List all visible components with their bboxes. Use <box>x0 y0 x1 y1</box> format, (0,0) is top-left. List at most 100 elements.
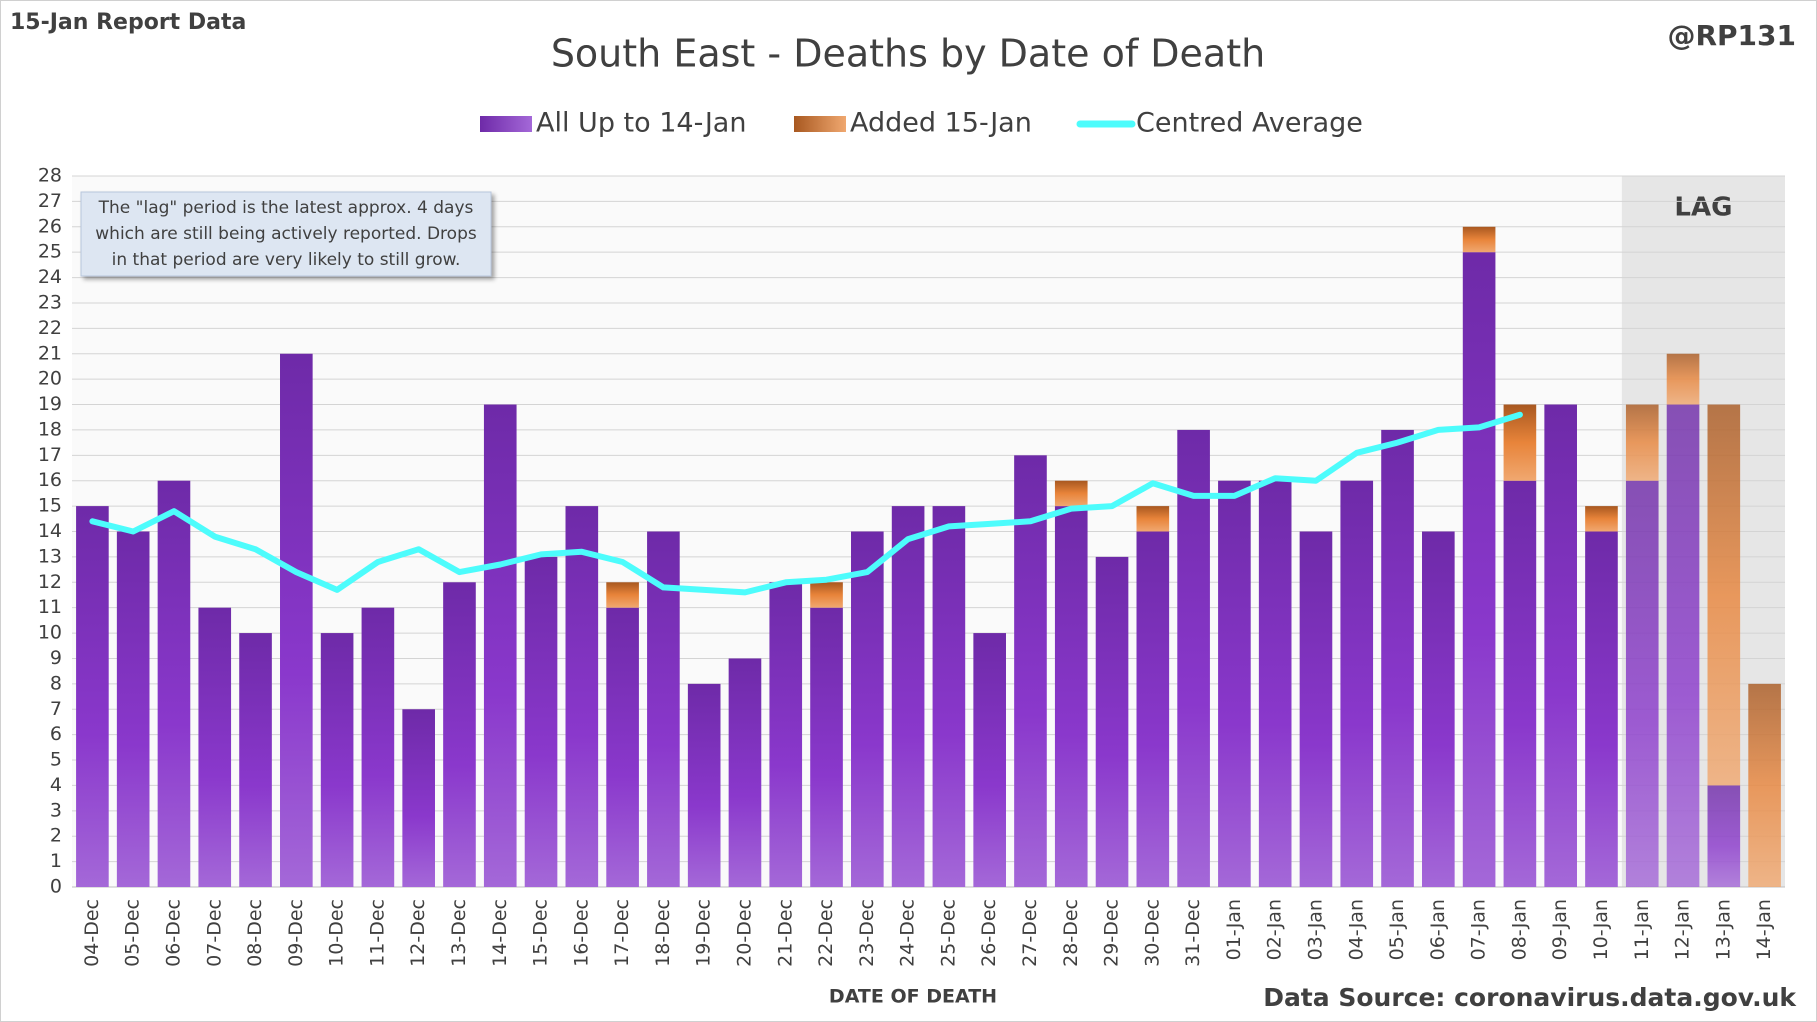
bar <box>198 607 232 887</box>
y-tick-label: 12 <box>38 571 62 593</box>
y-tick-label: 13 <box>38 545 62 567</box>
y-tick-label: 25 <box>38 241 62 263</box>
bar <box>1625 480 1659 887</box>
y-tick-label: 21 <box>38 342 62 364</box>
bar <box>1707 785 1741 887</box>
bar <box>687 683 721 887</box>
x-tick-label: 17-Dec <box>611 899 633 967</box>
x-tick-label: 08-Jan <box>1508 899 1530 960</box>
bar <box>483 404 517 887</box>
bar <box>1748 683 1781 887</box>
annotation-box <box>80 191 492 277</box>
bar <box>851 531 884 887</box>
bar <box>1666 404 1700 887</box>
x-tick-label: 07-Dec <box>203 899 225 967</box>
bar <box>606 607 639 887</box>
legend-label: All Up to 14-Jan <box>536 108 746 139</box>
x-tick-label: 12-Dec <box>407 899 429 967</box>
y-tick-label: 19 <box>38 393 62 415</box>
bar <box>1422 531 1455 887</box>
x-tick-label: 11-Dec <box>366 899 388 967</box>
y-tick-label: 8 <box>50 672 62 694</box>
bar <box>116 531 150 887</box>
x-tick-label: 09-Dec <box>285 899 307 967</box>
bar <box>932 506 966 887</box>
y-tick-label: 3 <box>50 799 62 821</box>
x-tick-label: 11-Jan <box>1631 899 1653 960</box>
bar <box>810 582 843 608</box>
bar <box>1503 480 1537 887</box>
y-tick-label: 18 <box>38 418 62 440</box>
y-tick-label: 20 <box>38 368 62 390</box>
bar <box>1218 480 1251 887</box>
x-tick-label: 06-Jan <box>1427 899 1449 960</box>
x-tick-label: 24-Dec <box>897 899 919 967</box>
annotation-line: which are still being actively reported.… <box>95 224 477 244</box>
y-tick-label: 10 <box>38 622 62 644</box>
source: Data Source: coronavirus.data.gov.uk <box>1263 983 1797 1012</box>
bar <box>524 556 558 887</box>
bar <box>157 480 191 887</box>
y-tick-label: 23 <box>38 291 62 313</box>
bar <box>1544 404 1577 887</box>
y-tick-label: 16 <box>38 469 62 491</box>
chart-title: South East - Deaths by Date of Death <box>551 32 1265 76</box>
bar <box>76 506 109 887</box>
bar <box>1707 404 1741 786</box>
legend-swatch <box>794 116 846 132</box>
y-tick-label: 27 <box>38 190 62 212</box>
y-tick-label: 11 <box>38 596 62 618</box>
bar <box>1585 506 1618 532</box>
annotation-line: The "lag" period is the latest approx. 4… <box>98 198 474 218</box>
bar <box>1299 531 1333 887</box>
bar <box>402 709 435 887</box>
x-tick-label: 14-Jan <box>1753 899 1775 960</box>
x-axis-label: DATE OF DEATH <box>829 986 997 1008</box>
x-tick-label: 18-Dec <box>652 899 674 967</box>
y-tick-label: 24 <box>38 266 62 288</box>
y-tick-label: 4 <box>50 774 62 796</box>
x-tick-label: 30-Dec <box>1141 899 1163 967</box>
bar <box>606 582 639 608</box>
x-tick-label: 10-Jan <box>1590 899 1612 960</box>
bar <box>1014 455 1047 887</box>
bar <box>443 582 476 887</box>
y-tick-label: 5 <box>50 749 62 771</box>
x-tick-label: 29-Dec <box>1101 899 1123 967</box>
x-tick-label: 01-Jan <box>1223 899 1245 960</box>
lag-label: LAG <box>1674 193 1732 223</box>
x-tick-label: 14-Dec <box>489 899 511 967</box>
bar <box>1340 480 1374 887</box>
y-tick-label: 0 <box>50 876 62 898</box>
bar <box>1136 531 1170 887</box>
x-tick-label: 05-Dec <box>122 899 144 967</box>
bar <box>320 633 354 887</box>
bar <box>239 633 272 887</box>
y-tick-label: 15 <box>38 495 62 517</box>
x-tick-label: 04-Dec <box>81 899 103 967</box>
bar <box>1054 506 1088 887</box>
x-tick-label: 13-Jan <box>1712 899 1734 960</box>
x-tick-label: 19-Dec <box>693 899 715 967</box>
bar <box>1625 404 1659 481</box>
x-tick-label: 08-Dec <box>244 899 266 967</box>
x-tick-label: 07-Jan <box>1468 899 1490 960</box>
bar <box>810 607 843 887</box>
corner-left: 15-Jan Report Data <box>10 10 246 35</box>
bar <box>1258 480 1292 887</box>
x-tick-label: 23-Dec <box>856 899 878 967</box>
bar <box>565 506 599 887</box>
x-tick-label: 31-Dec <box>1182 899 1204 967</box>
x-tick-label: 16-Dec <box>570 899 592 967</box>
x-tick-label: 09-Jan <box>1549 899 1571 960</box>
y-tick-label: 2 <box>50 825 62 847</box>
y-tick-label: 22 <box>38 317 62 339</box>
x-tick-label: 27-Dec <box>1019 899 1041 967</box>
bar <box>1054 480 1088 507</box>
y-tick-label: 17 <box>38 444 62 466</box>
bar <box>280 353 313 887</box>
x-tick-label: 28-Dec <box>1060 899 1082 967</box>
y-tick-label: 1 <box>50 850 62 872</box>
x-tick-label: 10-Dec <box>326 899 348 967</box>
